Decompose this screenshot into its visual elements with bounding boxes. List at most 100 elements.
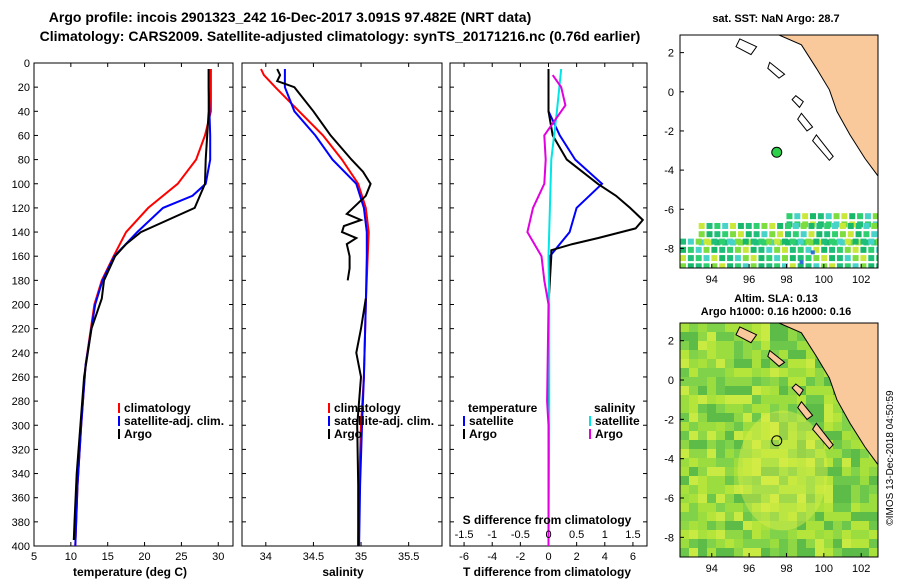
sla-map-body [680, 323, 878, 557]
sla-cell [842, 449, 851, 458]
sla-cell [851, 467, 860, 476]
sla-cell [815, 503, 824, 512]
sst-cell [734, 246, 741, 253]
sla-cell [851, 521, 860, 530]
sla-cell [770, 521, 779, 530]
sla-cell [752, 521, 761, 530]
sla-cell [860, 449, 869, 458]
salinity-legend-label: Argo [334, 427, 362, 441]
sla-cell [788, 539, 797, 548]
sst-cell [813, 263, 820, 268]
sla-cell [707, 512, 716, 521]
sla-cell [806, 350, 815, 359]
sla-cell [815, 404, 824, 413]
sla-cell [743, 476, 752, 485]
sst-cell [753, 231, 760, 238]
sla-cell [797, 350, 806, 359]
sla-cell [743, 395, 752, 404]
sla-cell [806, 395, 815, 404]
sla-cell [698, 548, 707, 557]
sla-cell [734, 467, 743, 476]
sla-cell [716, 377, 725, 386]
sla-xtick-label: 98 [780, 563, 792, 575]
sla-cell [698, 368, 707, 377]
sla-cell [752, 458, 761, 467]
sla-cell [761, 539, 770, 548]
salinity-diff-tick-label: 1 [602, 529, 608, 541]
sla-cell [788, 521, 797, 530]
sst-cell [825, 213, 832, 220]
sla-cell [788, 449, 797, 458]
sst-cell [863, 231, 870, 238]
sst-cell [703, 263, 710, 268]
sst-cell [758, 246, 765, 253]
sla-cell [788, 341, 797, 350]
sla-cell [806, 440, 815, 449]
temperature-xtick-label: 20 [138, 551, 150, 563]
sst-island [797, 112, 814, 132]
sla-cell [725, 350, 734, 359]
sla-cell [680, 404, 689, 413]
sla-cell [869, 467, 878, 476]
sla-cell [788, 404, 797, 413]
sla-cell [833, 485, 842, 494]
sla-cell [734, 548, 743, 557]
sla-ytick-label: 0 [668, 375, 674, 387]
sla-cell [869, 548, 878, 557]
sst-ytick-label: 2 [668, 48, 674, 60]
sla-cell [752, 485, 761, 494]
sst-island [811, 134, 834, 162]
sla-cell [725, 449, 734, 458]
sla-island [735, 326, 758, 344]
sst-cell [805, 238, 812, 245]
sst-cell [695, 238, 702, 245]
sst-cell [868, 255, 875, 262]
sst-cell [836, 255, 843, 262]
sla-cell [761, 422, 770, 431]
sst-cell [808, 231, 815, 238]
sla-cell [689, 332, 698, 341]
sla-cell [725, 440, 734, 449]
temperature-frame [33, 62, 234, 547]
sla-cell [797, 458, 806, 467]
sla-cell [698, 494, 707, 503]
sla-cell [815, 539, 824, 548]
sla-cell [734, 413, 743, 422]
sla-cell [689, 341, 698, 350]
sla-cell [734, 485, 743, 494]
sla-cell [788, 377, 797, 386]
sla-cell [824, 467, 833, 476]
sla-xtick-label: 102 [852, 563, 870, 575]
sla-cell [752, 440, 761, 449]
sst-cell [860, 263, 867, 268]
sst-cell [821, 246, 828, 253]
sst-cell [758, 255, 765, 262]
sla-cell [842, 440, 851, 449]
sst-cell [805, 255, 812, 262]
sla-cell [716, 539, 725, 548]
sla-cell [680, 539, 689, 548]
sla-map-title-1: Altim. SLA: 0.13 [734, 293, 818, 305]
sla-cell [716, 395, 725, 404]
sla-cell [824, 530, 833, 539]
sla-cell [806, 359, 815, 368]
depth-tick-label: 360 [12, 493, 30, 505]
sst-cell [750, 255, 757, 262]
sla-cell [815, 521, 824, 530]
depth-tick-label: 120 [12, 203, 30, 215]
sla-cell [680, 449, 689, 458]
sla-cell [779, 413, 788, 422]
sla-cell [752, 395, 761, 404]
sla-cell [851, 548, 860, 557]
sla-cell [761, 503, 770, 512]
salinity-diff-tick-label: 0 [545, 529, 551, 541]
sla-cell [716, 476, 725, 485]
sst-cell [864, 213, 871, 220]
sla-cell [779, 512, 788, 521]
sst-map-title: sat. SST: NaN Argo: 28.7 [712, 13, 839, 25]
sst-cell [821, 238, 828, 245]
sst-cell [844, 238, 851, 245]
sla-cell [680, 548, 689, 557]
sla-cell [770, 548, 779, 557]
sla-cell [680, 359, 689, 368]
